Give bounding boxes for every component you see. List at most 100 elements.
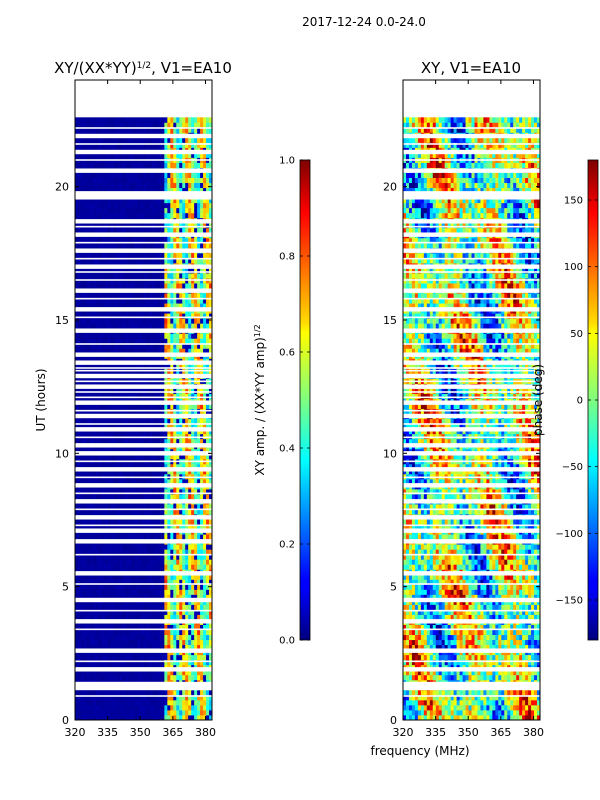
heatmap-cell <box>83 609 88 615</box>
heatmap-cell <box>98 478 103 485</box>
heatmap-cell <box>83 549 88 555</box>
heatmap-cell <box>140 709 144 716</box>
heatmap-cell <box>158 509 162 515</box>
heatmap-cell <box>107 252 112 259</box>
heatmap-cell <box>167 584 171 590</box>
heatmap-cell <box>92 323 97 329</box>
heatmap-cell <box>164 268 168 274</box>
heatmap-cell <box>86 303 91 309</box>
heatmap-cell <box>137 333 141 339</box>
heatmap-cell <box>149 654 153 661</box>
heatmap-cell <box>113 494 118 500</box>
heatmap-cell <box>122 423 127 430</box>
heatmap-cell <box>113 488 118 495</box>
heatmap-cell <box>75 298 79 304</box>
heatmap-cell <box>146 594 150 600</box>
heatmap-cell <box>140 298 144 304</box>
heatmap-cell <box>86 268 91 274</box>
heatmap-cell <box>131 614 135 620</box>
heatmap-cell <box>164 242 168 249</box>
heatmap-cell <box>89 348 94 354</box>
heatmap-cell <box>128 348 132 354</box>
heatmap-cell <box>149 689 153 696</box>
heatmap-cell <box>140 468 144 475</box>
heatmap-cell <box>89 252 94 259</box>
heatmap-cell <box>119 554 124 560</box>
heatmap-cell <box>185 453 189 460</box>
heatmap-cell <box>122 207 127 214</box>
heatmap-cell <box>89 519 94 525</box>
heatmap-cell <box>158 478 162 485</box>
heatmap-cell <box>209 338 212 344</box>
heatmap-cell <box>140 544 144 550</box>
heatmap-cell <box>140 433 144 440</box>
heatmap-cell <box>137 237 141 244</box>
heatmap-cell <box>155 644 159 651</box>
heatmap-cell <box>140 488 144 495</box>
heatmap-cell <box>83 257 88 264</box>
heatmap-cell <box>140 313 144 319</box>
heatmap-cell <box>191 313 195 319</box>
heatmap-cell <box>170 187 174 194</box>
heatmap-cell <box>131 338 135 344</box>
heatmap-cell <box>80 714 85 720</box>
heatmap-cell <box>98 212 103 219</box>
heatmap-cell <box>101 478 106 485</box>
heatmap-cell <box>98 644 103 651</box>
heatmap-cell <box>155 268 159 274</box>
heatmap-cell <box>170 669 174 676</box>
heatmap-cell <box>110 403 115 410</box>
heatmap-cell <box>206 348 210 354</box>
heatmap-cell <box>146 524 150 530</box>
heatmap-cell <box>128 534 132 540</box>
heatmap-cell <box>179 207 183 214</box>
heatmap-cell <box>209 293 212 299</box>
heatmap-cell <box>86 594 91 600</box>
heatmap-cell <box>77 644 82 651</box>
heatmap-cell <box>80 544 85 550</box>
heatmap-cell <box>185 293 189 299</box>
heatmap-cell <box>170 624 174 630</box>
heatmap-cell <box>131 639 135 646</box>
heatmap-cell <box>107 293 112 299</box>
heatmap-cell <box>176 504 180 510</box>
heatmap-cell <box>107 559 112 565</box>
heatmap-cell <box>119 187 124 194</box>
heatmap-cell <box>80 504 85 510</box>
heatmap-cell <box>164 182 168 189</box>
heatmap-cell <box>119 172 124 178</box>
heatmap-cell <box>116 463 121 470</box>
heatmap-cell <box>128 564 132 570</box>
heatmap-cell <box>206 639 210 646</box>
heatmap-cell <box>191 609 195 615</box>
heatmap-cell <box>92 554 97 560</box>
heatmap-cell <box>122 584 127 590</box>
heatmap-cell <box>203 433 207 440</box>
heatmap-cell <box>152 639 156 646</box>
heatmap-cell <box>194 298 198 304</box>
heatmap-cell <box>155 187 159 194</box>
heatmap-cell <box>89 187 94 194</box>
heatmap-cell <box>146 714 150 720</box>
heatmap-cell <box>83 494 88 500</box>
heatmap-cell <box>146 172 150 178</box>
heatmap-cell <box>107 283 112 289</box>
heatmap-cell <box>143 594 147 600</box>
heatmap-cell <box>206 654 210 661</box>
heatmap-cell <box>89 318 94 324</box>
heatmap-cell <box>170 252 174 259</box>
heatmap-cell <box>116 554 121 560</box>
heatmap-cell <box>185 674 189 681</box>
heatmap-cell <box>75 202 79 209</box>
heatmap-cell <box>137 594 141 600</box>
heatmap-cell <box>116 318 121 324</box>
heatmap-cell <box>203 609 207 615</box>
heatmap-cell <box>131 343 135 349</box>
heatmap-cell <box>80 212 85 219</box>
heatmap-cell <box>203 549 207 555</box>
heatmap-cell <box>170 549 174 555</box>
heatmap-cell <box>110 182 115 189</box>
heatmap-cell <box>167 669 171 676</box>
heatmap-cell <box>110 488 115 495</box>
heatmap-cell <box>143 323 147 329</box>
